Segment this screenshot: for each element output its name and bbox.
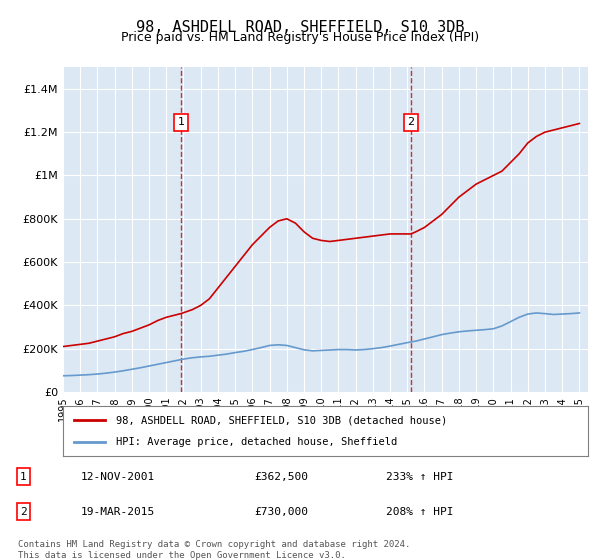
Text: 2: 2	[407, 118, 415, 128]
Text: 2: 2	[20, 507, 27, 517]
Text: 98, ASHDELL ROAD, SHEFFIELD, S10 3DB (detached house): 98, ASHDELL ROAD, SHEFFIELD, S10 3DB (de…	[115, 415, 447, 425]
Text: £362,500: £362,500	[254, 472, 308, 482]
Text: 1: 1	[178, 118, 185, 128]
Text: HPI: Average price, detached house, Sheffield: HPI: Average price, detached house, Shef…	[115, 437, 397, 447]
Text: 19-MAR-2015: 19-MAR-2015	[81, 507, 155, 517]
Text: Price paid vs. HM Land Registry's House Price Index (HPI): Price paid vs. HM Land Registry's House …	[121, 31, 479, 44]
Text: 208% ↑ HPI: 208% ↑ HPI	[386, 507, 454, 517]
Text: 12-NOV-2001: 12-NOV-2001	[81, 472, 155, 482]
Text: 98, ASHDELL ROAD, SHEFFIELD, S10 3DB: 98, ASHDELL ROAD, SHEFFIELD, S10 3DB	[136, 20, 464, 35]
Text: 1: 1	[20, 472, 27, 482]
Text: £730,000: £730,000	[254, 507, 308, 517]
Text: Contains HM Land Registry data © Crown copyright and database right 2024.
This d: Contains HM Land Registry data © Crown c…	[18, 540, 410, 560]
Text: 233% ↑ HPI: 233% ↑ HPI	[386, 472, 454, 482]
